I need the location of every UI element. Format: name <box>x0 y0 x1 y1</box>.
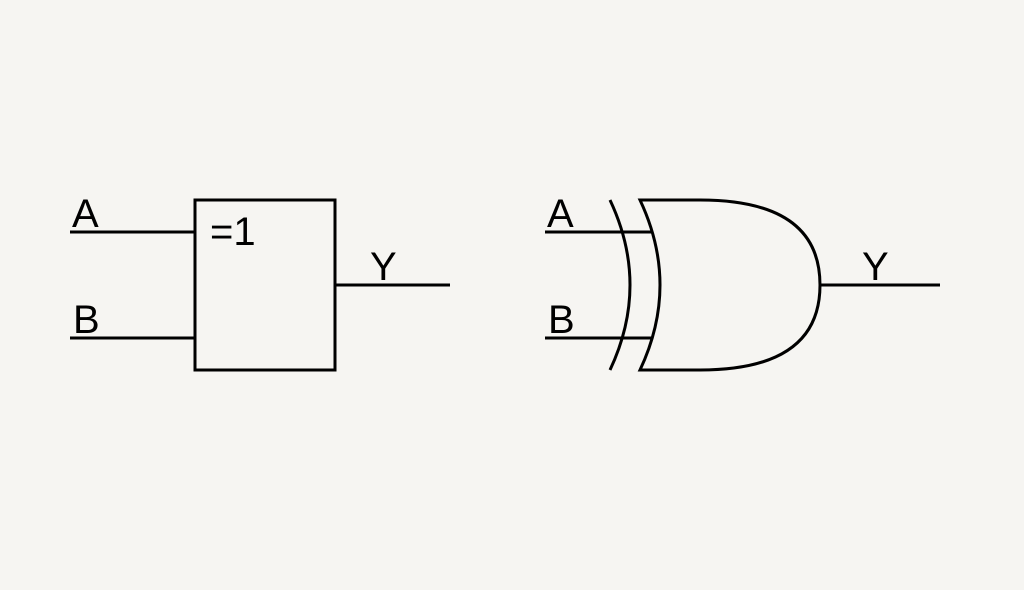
iec-label-y: Y <box>370 245 397 290</box>
ansi-label-b: B <box>548 298 575 343</box>
iec-label-a: A <box>72 192 99 237</box>
logic-gate-svg <box>0 0 1024 590</box>
ansi-label-y: Y <box>862 245 889 290</box>
iec-symbol-text: =1 <box>210 210 256 255</box>
ansi-gate-body <box>640 200 820 370</box>
diagram-canvas: A B Y =1 A B Y <box>0 0 1024 590</box>
iec-label-b: B <box>73 298 100 343</box>
background <box>0 0 1024 590</box>
ansi-label-a: A <box>547 192 574 237</box>
